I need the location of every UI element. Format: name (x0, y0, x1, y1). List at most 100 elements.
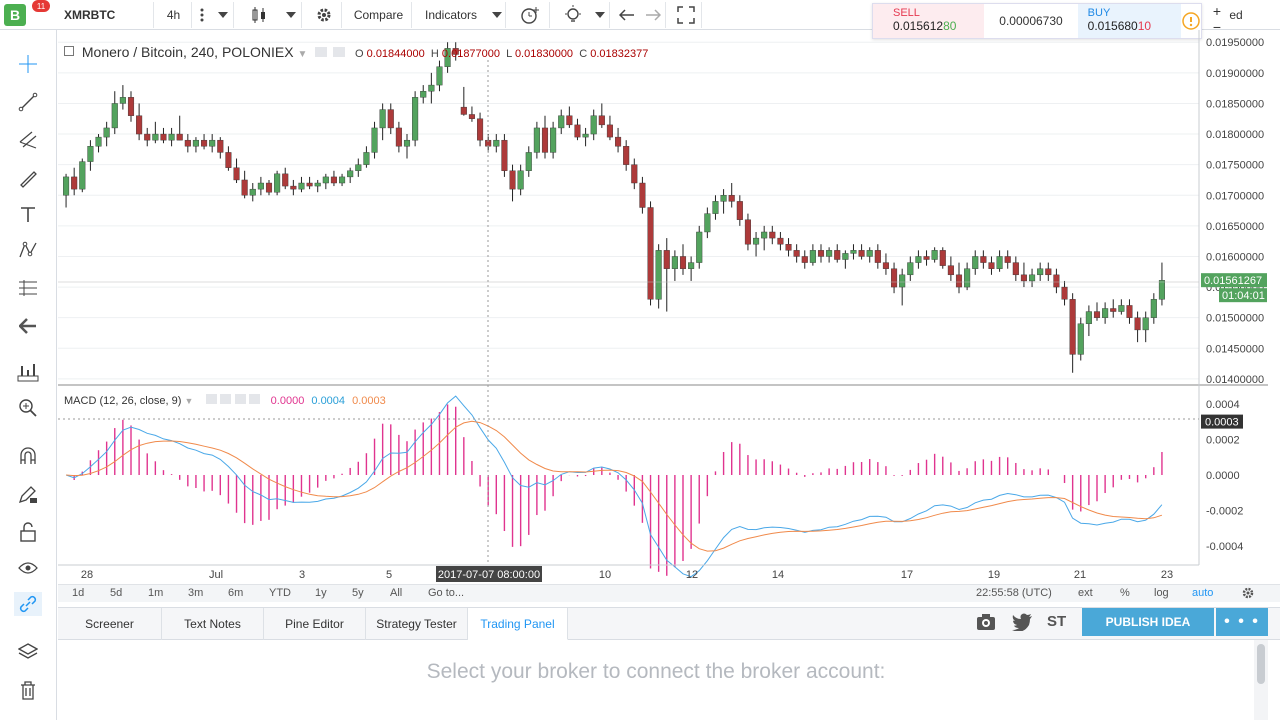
brush-icon[interactable] (16, 166, 40, 190)
range-5y[interactable]: 5y (352, 587, 364, 599)
ext-toggle[interactable]: ext (1078, 587, 1093, 599)
more-vertical-icon[interactable] (192, 2, 212, 28)
candles-style-icon[interactable] (238, 2, 280, 28)
interval-select[interactable]: 4h (156, 2, 192, 28)
chevron-down-icon[interactable] (212, 2, 234, 28)
candle-body (728, 195, 735, 202)
tab-text-notes[interactable]: Text Notes (162, 608, 264, 640)
publish-idea-button[interactable]: PUBLISH IDEA (1082, 608, 1214, 636)
range-3m[interactable]: 3m (188, 587, 204, 599)
symbol-search[interactable]: XMRBTC (56, 2, 154, 28)
candle-body (590, 115, 597, 135)
layout-name-partial[interactable]: ed (1229, 8, 1243, 22)
candle-body (1020, 274, 1027, 282)
gear-icon[interactable] (306, 2, 342, 28)
gear-icon[interactable] (1241, 586, 1255, 603)
candle-body (95, 136, 102, 147)
eye-icon[interactable] (16, 556, 40, 580)
lock-icon[interactable] (16, 520, 40, 544)
time-tick-label: 21 (1074, 569, 1086, 581)
range-5d[interactable]: 5d (110, 587, 123, 599)
more-options-button[interactable]: • • • (1216, 608, 1268, 636)
tab-screener[interactable]: Screener (58, 608, 162, 640)
panel-scrollbar[interactable] (1254, 640, 1268, 720)
time-tick-label: 17 (901, 569, 913, 581)
camera-icon[interactable] (976, 613, 996, 634)
time-axis: 28 Jul 3 5 10 12 14 17 19 21 23 2017-07-07 08:00:00 (81, 566, 1173, 582)
range-1m[interactable]: 1m (148, 587, 164, 599)
settings-icon[interactable] (333, 47, 346, 57)
close-icon[interactable] (248, 394, 260, 404)
crosshair-icon[interactable] (16, 52, 40, 76)
range-6m[interactable]: 6m (228, 587, 244, 599)
candle-body (744, 219, 751, 245)
candles-series (63, 42, 1165, 373)
link-icon[interactable] (14, 592, 42, 616)
chevron-down-icon[interactable] (280, 2, 302, 28)
range-ytd[interactable]: YTD (269, 587, 291, 599)
buy-button[interactable]: BUY 0.01568010 (1077, 4, 1181, 38)
percent-toggle[interactable]: % (1120, 587, 1130, 599)
chevron-down-icon[interactable]: ▼ (184, 396, 194, 406)
eye-icon[interactable] (206, 394, 218, 404)
measure-icon[interactable] (16, 360, 40, 384)
drawing-toolbar (0, 30, 57, 720)
macd-title[interactable]: MACD (12, 26, close, 9) (64, 395, 182, 407)
auto-toggle[interactable]: auto (1192, 587, 1214, 599)
chevron-down-icon[interactable] (590, 2, 610, 28)
scrollbar-thumb[interactable] (1257, 644, 1265, 684)
pencil-lock-icon[interactable] (16, 482, 40, 506)
indicators-button[interactable]: Indicators (424, 8, 478, 22)
trend-line-icon[interactable] (16, 90, 40, 114)
zoom-in-icon[interactable] (16, 396, 40, 420)
candle-body (79, 161, 86, 190)
undo-icon[interactable] (614, 2, 640, 28)
trash-icon[interactable] (16, 678, 40, 702)
twitter-icon[interactable] (1011, 613, 1033, 634)
magnet-icon[interactable] (16, 444, 40, 468)
log-toggle[interactable]: log (1154, 587, 1169, 599)
tab-pine-editor[interactable]: Pine Editor (264, 608, 366, 640)
range-1y[interactable]: 1y (315, 587, 327, 599)
chart-svg[interactable]: 0.01950000 0.01900000 0.01850000 0.01800000… (58, 30, 1280, 584)
candle-body (347, 170, 354, 178)
collapse-icon[interactable] (64, 46, 74, 56)
candle-body (655, 250, 662, 300)
current-price-label: 0.01561267 (1204, 275, 1262, 287)
settings-icon[interactable] (220, 394, 232, 404)
range-all[interactable]: All (390, 587, 403, 599)
arrow-left-icon[interactable] (16, 314, 40, 338)
pitchfork-icon[interactable] (16, 128, 40, 152)
tab-trading-panel[interactable]: Trading Panel (468, 608, 568, 640)
pattern-icon[interactable] (16, 238, 40, 262)
candle-body (436, 66, 443, 86)
fullscreen-icon[interactable] (670, 2, 702, 28)
redo-icon[interactable] (640, 2, 666, 28)
fib-retracement-icon[interactable] (16, 276, 40, 300)
candle-body (947, 265, 954, 276)
candle-body (152, 133, 159, 141)
compare-button[interactable]: Compare (346, 2, 412, 28)
text-tool-icon[interactable] (16, 202, 40, 226)
chevron-down-icon[interactable] (488, 2, 506, 28)
chart-title[interactable]: Monero / Bitcoin, 240, POLONIEX (81, 44, 294, 60)
lightbulb-icon[interactable] (556, 2, 590, 28)
sell-button[interactable]: SELL 0.01561280 (873, 4, 985, 38)
info-icon[interactable] (1181, 4, 1201, 38)
app-logo[interactable]: B (4, 4, 26, 26)
utc-clock[interactable]: 22:55:58 (UTC) (976, 587, 1052, 599)
candle-body (899, 274, 906, 288)
tab-strategy-tester[interactable]: Strategy Tester (366, 608, 468, 640)
plus-icon[interactable] (234, 394, 246, 404)
goto-date[interactable]: Go to... (428, 587, 465, 599)
eye-icon[interactable] (315, 47, 328, 57)
layers-icon[interactable] (16, 640, 40, 664)
chart-area[interactable]: 0.01950000 0.01900000 0.01850000 0.01800000… (58, 30, 1280, 584)
range-1d[interactable]: 1d (72, 587, 85, 599)
plus-icon[interactable]: + (1212, 3, 1222, 19)
alert-clock-icon[interactable] (510, 2, 550, 28)
minus-icon[interactable]: − (1212, 19, 1222, 35)
chevron-down-icon[interactable]: ▼ (297, 49, 308, 60)
stocktwits-icon[interactable]: ST (1047, 613, 1067, 630)
time-tick-label: 23 (1161, 569, 1173, 581)
